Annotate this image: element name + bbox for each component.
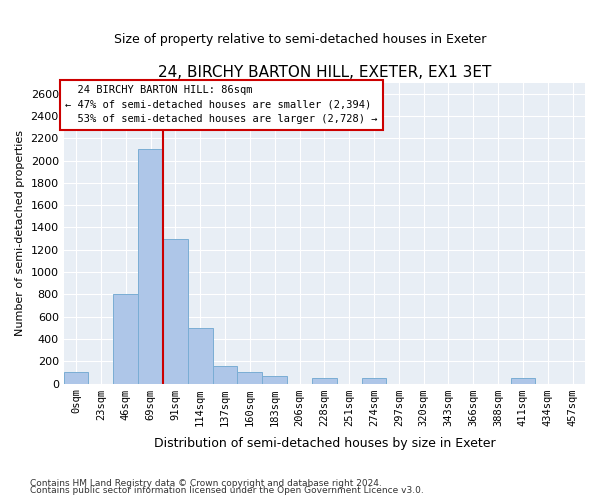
Text: Contains public sector information licensed under the Open Government Licence v3: Contains public sector information licen…: [30, 486, 424, 495]
Title: 24, BIRCHY BARTON HILL, EXETER, EX1 3ET: 24, BIRCHY BARTON HILL, EXETER, EX1 3ET: [158, 65, 491, 80]
Bar: [163, 238, 188, 384]
Bar: [238, 372, 262, 384]
Text: 24 BIRCHY BARTON HILL: 86sqm
← 47% of semi-detached houses are smaller (2,394)
 : 24 BIRCHY BARTON HILL: 86sqm ← 47% of se…: [65, 85, 377, 124]
Bar: [511, 378, 535, 384]
Y-axis label: Number of semi-detached properties: Number of semi-detached properties: [15, 130, 25, 336]
Bar: [212, 366, 238, 384]
Bar: [188, 328, 212, 384]
Text: Contains HM Land Registry data © Crown copyright and database right 2024.: Contains HM Land Registry data © Crown c…: [30, 478, 382, 488]
Bar: [362, 378, 386, 384]
Bar: [138, 150, 163, 384]
Bar: [64, 372, 88, 384]
Bar: [312, 378, 337, 384]
Bar: [262, 376, 287, 384]
X-axis label: Distribution of semi-detached houses by size in Exeter: Distribution of semi-detached houses by …: [154, 437, 495, 450]
Bar: [113, 294, 138, 384]
Text: Size of property relative to semi-detached houses in Exeter: Size of property relative to semi-detach…: [114, 32, 486, 46]
